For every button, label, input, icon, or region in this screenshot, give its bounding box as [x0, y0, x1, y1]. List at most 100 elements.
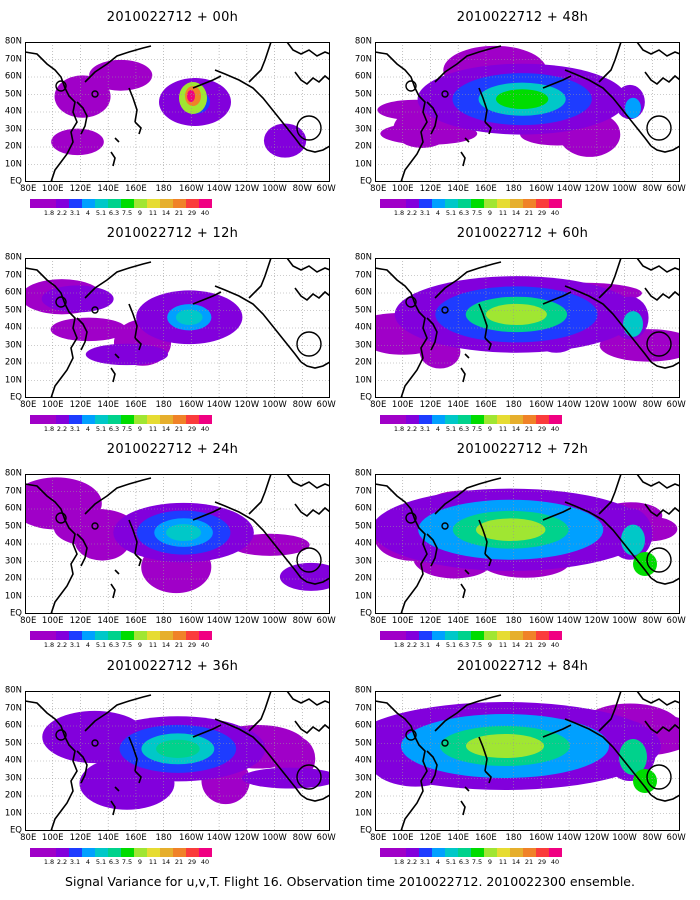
longitude-tick-label: 160E	[125, 400, 147, 410]
colorbar-tick-label: 9	[137, 425, 143, 433]
map-frame	[25, 691, 330, 831]
colorbar-swatch	[69, 848, 82, 857]
colorbar-tick-label: 3.1	[419, 209, 431, 217]
coastline	[405, 729, 417, 741]
colorbar-swatch	[173, 415, 186, 424]
colorbar	[380, 199, 562, 208]
colorbar-labels: 1.8 2.2 3.1 4 5.1 6.3 7.5 9 11 14 21 29 40	[30, 641, 290, 650]
longitude-tick-label: 100W	[262, 400, 287, 410]
latitude-tick-label: 20N	[354, 790, 372, 801]
colorbar-tick-label: 2.2	[56, 425, 68, 433]
colorbar-labels: 1.8 2.2 3.1 4 5.1 6.3 7.5 9 11 14 21 29 40	[380, 858, 640, 867]
colorbar-swatch	[549, 415, 562, 424]
latitude-tick-label: 50N	[354, 89, 372, 99]
colorbar-tick-label: 1.8	[43, 209, 55, 217]
latitude-tick-label: 60N	[354, 71, 372, 82]
colorbar-swatch	[432, 631, 445, 640]
colorbar-tick-label: 14	[161, 425, 171, 433]
longitude-tick-label: 120W	[584, 400, 610, 410]
colorbar-swatch	[56, 848, 69, 857]
longitude-tick-label: 80E	[20, 400, 37, 410]
colorbar-swatch	[69, 631, 82, 640]
colorbar-swatch	[406, 199, 419, 208]
latitude-tick-label: 40N	[4, 755, 22, 766]
colorbar-tick-label: 1.8	[393, 425, 405, 433]
coastline	[91, 90, 99, 98]
longitude-tick-label: 160E	[475, 616, 497, 626]
coastline	[110, 800, 116, 816]
coastline	[300, 361, 330, 369]
colorbar-tick-label: 7.5	[121, 425, 133, 433]
colorbar-tick-label: 7.5	[471, 858, 483, 866]
map-panel: 2010022712 + 24h 80N 70N 60N 50N 40N 30N 20N 10N…	[0, 434, 345, 649]
coastline	[294, 720, 330, 735]
colorbar-tick-label: 40	[200, 641, 210, 649]
latitude-tick-label: 50N	[354, 738, 372, 748]
colorbar-tick-label: 11	[148, 425, 158, 433]
coastline	[564, 285, 652, 363]
coastline	[464, 786, 470, 792]
coastline	[84, 261, 152, 299]
coastline	[434, 694, 502, 732]
longitude-tick-label: 160W	[529, 184, 554, 194]
colorbar-tick-label: 9	[487, 641, 493, 649]
colorbar-swatch	[108, 631, 121, 640]
colorbar-tick-label: 2.2	[406, 209, 418, 217]
panel-title: 2010022712 + 36h	[106, 659, 239, 674]
longitude-tick-label: 80E	[370, 400, 387, 410]
colorbar-swatch	[108, 848, 121, 857]
colorbar-swatch	[497, 199, 510, 208]
colorbar-tick-label: 14	[161, 858, 171, 866]
colorbar-tick-label: 7.5	[471, 425, 483, 433]
colorbar-tick-label: 9	[137, 641, 143, 649]
colorbar-tick-label: 3.1	[69, 425, 81, 433]
coastline	[76, 533, 88, 567]
colorbar-swatch	[121, 199, 134, 208]
colorbar-swatch	[43, 199, 56, 208]
colorbar-swatch	[406, 415, 419, 424]
latitude-tick-label: 10N	[354, 591, 372, 601]
colorbar-swatch	[523, 199, 536, 208]
latitude-tick-label: EQ	[9, 176, 22, 187]
longitude-tick-label: 120E	[69, 833, 92, 843]
colorbar-tick-label: 29	[537, 209, 547, 217]
variance-map	[375, 474, 680, 614]
colorbar-tick-label: 21	[524, 641, 534, 649]
colorbar-labels: 1.8 2.2 3.1 4 5.1 6.3 7.5 9 11 14 21 29 40	[30, 425, 290, 434]
coastline	[460, 367, 466, 383]
map-canvas	[375, 258, 680, 398]
colorbar-swatch	[484, 631, 497, 640]
longitude-tick-label: 100W	[262, 184, 287, 194]
panel-title: 2010022712 + 60h	[456, 226, 589, 241]
coastline	[76, 101, 88, 135]
coastline	[214, 718, 302, 796]
colorbar-swatch	[121, 631, 134, 640]
colorbar-swatch	[173, 199, 186, 208]
colorbar-swatch	[95, 199, 108, 208]
longitude-tick-label: 160E	[125, 184, 147, 194]
coastline	[598, 258, 622, 299]
longitude-tick-label: 100E	[41, 400, 64, 410]
colorbar-tick-label: 9	[487, 209, 493, 217]
map-panel: 2010022712 + 00h 80N 70N 60N 50N 40N 30N 20N 10N…	[0, 2, 345, 217]
coastline	[375, 267, 428, 398]
coastline	[128, 736, 138, 772]
colorbar-tick-label: 2.2	[406, 425, 418, 433]
longitude-tick-label: 120E	[419, 616, 442, 626]
longitude-tick-label: 140W	[206, 833, 232, 843]
colorbar-swatch	[121, 848, 134, 857]
coastline	[286, 42, 330, 57]
latitude-tick-label: EQ	[359, 608, 372, 619]
coastline	[598, 474, 622, 515]
latitude-tick-label: 20N	[4, 790, 22, 801]
coastline	[25, 267, 78, 398]
colorbar-tick-label: 40	[200, 858, 210, 866]
longitude-tick-label: 100E	[41, 184, 64, 194]
map-canvas	[25, 258, 330, 398]
coastline	[296, 115, 322, 141]
colorbar-swatch	[56, 199, 69, 208]
latitude-tick-label: 80N	[354, 36, 372, 47]
colorbar-tick-label: 4	[85, 425, 91, 433]
coastline	[114, 137, 120, 143]
longitude-tick-label: 120W	[584, 833, 610, 843]
